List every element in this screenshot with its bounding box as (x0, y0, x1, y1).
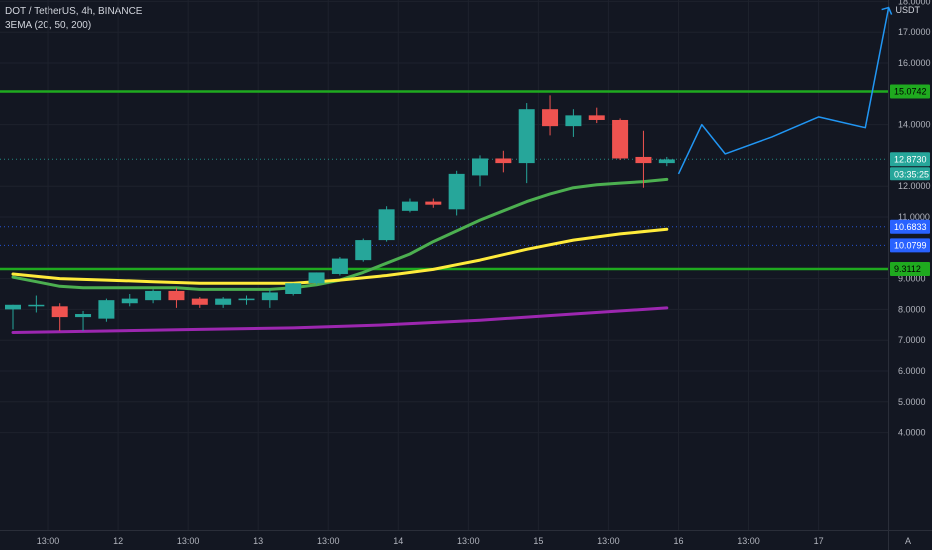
marker-price-tag (890, 219, 930, 234)
candle-body (472, 158, 488, 176)
level-price-tag-label: 15.0742 (894, 87, 927, 97)
candle-body (5, 304, 21, 310)
currency-label: USDT (895, 5, 921, 15)
candle-body (518, 109, 535, 164)
candle-body (542, 109, 559, 127)
candle-body (308, 272, 325, 284)
y-tick-label: 7.0000 (898, 335, 926, 345)
x-tick-label: 13 (253, 536, 263, 546)
candle-body (635, 156, 652, 164)
marker-price-tag-label: 10.0799 (894, 240, 927, 250)
candle-body (495, 158, 512, 164)
marker-price-tag (890, 238, 930, 253)
x-tick-label: 15 (533, 536, 543, 546)
x-tick-label: 12 (113, 536, 123, 546)
x-tick-label: 13:00 (37, 536, 60, 546)
y-tick-label: 5.0000 (898, 397, 926, 407)
candle-body (238, 298, 255, 301)
ema-50-line (11, 227, 669, 285)
level-price-tag (890, 84, 930, 99)
candle-body (612, 119, 629, 159)
candle-body (425, 201, 442, 205)
x-tick-label: 13:00 (177, 536, 200, 546)
candle-body (331, 258, 348, 274)
y-tick-label: 12.0000 (898, 181, 931, 191)
y-tick-label: 8.0000 (898, 304, 926, 314)
candle-body (401, 201, 418, 211)
y-tick-label: 11.0000 (898, 212, 930, 222)
x-tick-label: 17 (814, 536, 824, 546)
candle-body (75, 314, 92, 318)
x-tick-label: 13:00 (317, 536, 340, 546)
candle-body (285, 283, 302, 294)
candle-body (191, 298, 208, 305)
candle-body (168, 290, 185, 301)
y-tick-label: 9.0000 (898, 274, 926, 284)
y-tick-label: 18.0000 (898, 0, 931, 6)
y-tick-label: 17.0000 (898, 27, 931, 37)
x-tick-label: 13:00 (597, 536, 620, 546)
candle-body (355, 240, 372, 261)
x-tick-label: 16 (673, 536, 683, 546)
ema-200-line (11, 306, 669, 334)
level-price-tag (890, 262, 930, 277)
candle-body (658, 159, 675, 164)
candle-body (28, 304, 45, 307)
candle-body (378, 209, 395, 241)
projection-arrow-head (881, 6, 893, 15)
candle-body (588, 115, 605, 120)
projection-path (677, 7, 890, 175)
candle-body (98, 300, 115, 319)
chart-title: DOT / TetherUS, 4h, BINANCE (5, 6, 143, 17)
level-price-tag-label: 9.3112 (894, 264, 921, 274)
candle-body (565, 115, 582, 127)
marker-price-tag-label: 10.6833 (894, 222, 927, 232)
countdown-tag (890, 167, 930, 181)
y-tick-label: 14.0000 (898, 120, 931, 130)
candle-body (121, 298, 138, 304)
x-tick-label: 14 (393, 536, 403, 546)
candle-body (448, 173, 465, 210)
auto-scale-button[interactable]: A (905, 536, 911, 546)
candle-body (215, 298, 232, 305)
y-tick-label: 16.0000 (898, 58, 931, 68)
x-tick-label: 13:00 (457, 536, 480, 546)
candle-body (51, 306, 68, 318)
marker-price-tag (890, 152, 930, 167)
x-tick-label: 13:00 (737, 536, 760, 546)
y-tick-label: 6.0000 (898, 366, 926, 376)
countdown-tag-label: 03:35:25 (894, 169, 929, 179)
marker-price-tag-label: 12.8730 (894, 154, 927, 164)
y-tick-label: 4.0000 (898, 428, 926, 438)
candle-body (145, 290, 162, 301)
candle-body (261, 292, 278, 301)
